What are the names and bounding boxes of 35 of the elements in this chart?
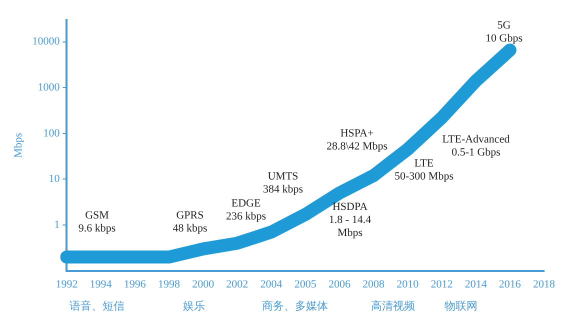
y-tick-label: 10000: [32, 36, 60, 48]
y-tick-label: 100: [43, 127, 60, 140]
y-tick-label: 10: [48, 173, 60, 186]
text: 物联网: [444, 300, 478, 313]
x-tick-label: 2000: [192, 278, 215, 290]
x-tick-label: 2006: [328, 278, 351, 290]
annotation: 5G 10 Gbps: [486, 19, 522, 44]
x-tick-label: 2002: [226, 278, 248, 290]
x-tick-label: 2010: [396, 278, 420, 290]
text: 高清视频: [371, 300, 415, 313]
text: 娱乐: [183, 300, 205, 313]
x-tick-label: 2018: [533, 278, 556, 290]
annotation: GPRS 48 kbps: [172, 209, 208, 234]
annotation: LTE-Advanced 0.5-1 Gbps: [442, 133, 510, 158]
text: 语音、短信: [70, 300, 124, 313]
x-tick-label: 2016: [498, 278, 522, 290]
text: 商务、多媒体: [262, 300, 328, 313]
x-tick-label: 1996: [124, 278, 146, 290]
x-tick-label: 2005: [294, 278, 317, 290]
annotation: UMTS 384 kbps: [262, 170, 304, 196]
x-tick-label: 1992: [56, 278, 78, 290]
x-tick-label: 1994: [90, 278, 112, 290]
y-axis-title: Mbps: [12, 132, 24, 158]
x-tick-label: 1998: [158, 278, 180, 290]
y-tick-label: 1000: [38, 82, 60, 94]
y-tick-label: 1: [54, 218, 60, 231]
annotation: HSDPA 1.8 - 14.4 Mbps: [328, 200, 372, 239]
annotation: LTE 50-300 Mbps: [394, 157, 454, 182]
annotation: EDGE 236 kbps: [226, 197, 266, 222]
x-tick-label: 2004: [260, 278, 283, 290]
annotation: HSPA+ 28.8\42 Mbps: [326, 127, 388, 152]
x-tick-label: 2008: [362, 278, 386, 290]
x-tick-label: 2012: [430, 278, 453, 290]
x-tick-label: 2014: [464, 278, 488, 290]
annotation: GSM 9.6 kbps: [78, 209, 116, 234]
